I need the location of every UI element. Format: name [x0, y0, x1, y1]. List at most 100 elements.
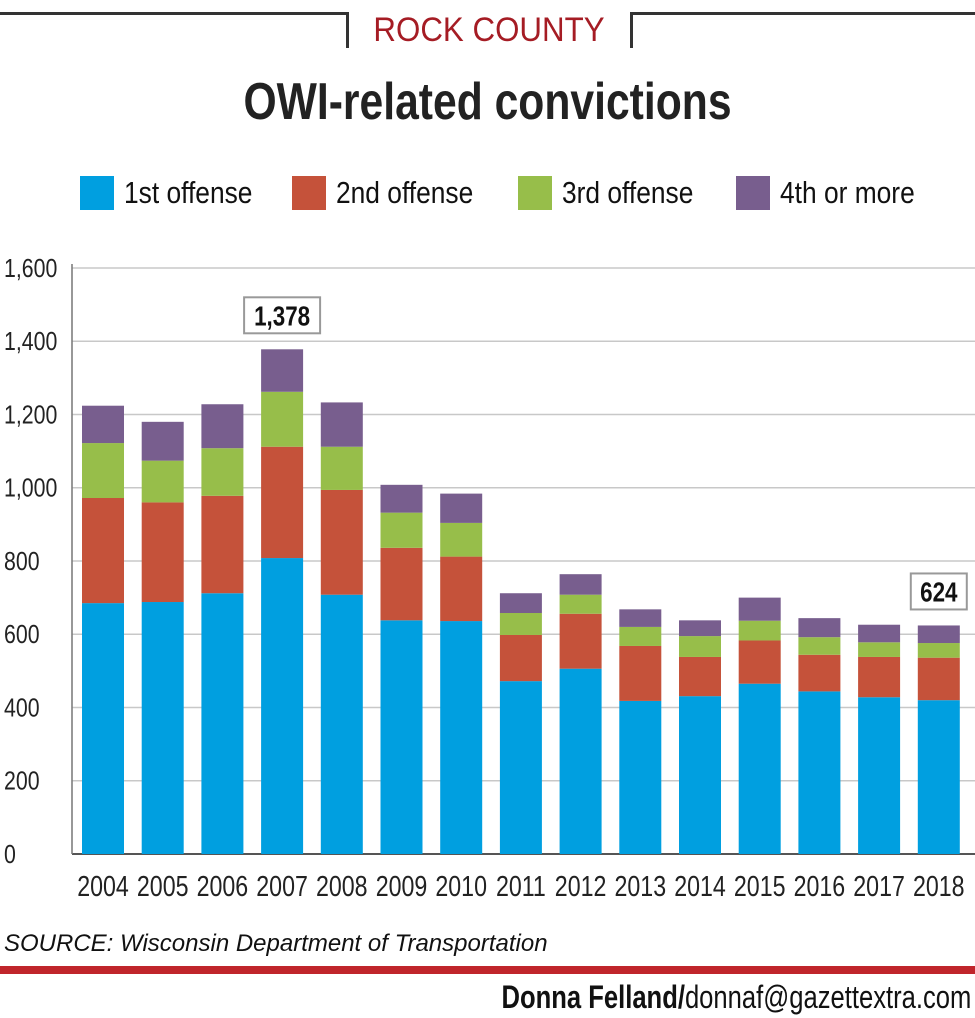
bar-segment [141, 421, 184, 461]
legend-swatch [736, 176, 770, 210]
bar-segment [261, 446, 304, 559]
x-tick-label: 2013 [615, 869, 667, 902]
bar-segment [917, 700, 960, 854]
bar-segment [679, 620, 721, 637]
x-tick-label: 2007 [256, 869, 308, 902]
legend-label: 1st offense [124, 175, 253, 210]
bar-segment [440, 493, 483, 523]
legend-item-4th: 4th or more [736, 168, 939, 218]
y-tick-label: 1,200 [4, 401, 57, 431]
bar-segment [798, 691, 841, 854]
kicker-rule-right [630, 12, 975, 15]
y-tick-label: 1,400 [4, 327, 57, 357]
bar-segment [858, 624, 901, 643]
credit-email: donnaf@gazettextra.com [684, 979, 971, 1015]
bar-segment [798, 618, 841, 638]
bar-segment [261, 349, 304, 392]
bar-segment [679, 656, 721, 697]
x-tick-label: 2011 [496, 869, 546, 902]
credit-name: Donna Felland/ [501, 979, 685, 1015]
x-tick-label: 2016 [794, 869, 846, 902]
bar-segment [380, 484, 423, 513]
bar-segment [380, 547, 423, 621]
bar-segment [82, 603, 124, 854]
bar-segment [858, 697, 901, 854]
bar-segment [917, 657, 960, 701]
bar-segment [559, 613, 602, 669]
annotation-box [243, 296, 322, 335]
bar-segment [141, 602, 184, 854]
legend-label: 2nd offense [336, 175, 474, 210]
x-tick-label: 2005 [137, 869, 189, 902]
bar-segment [499, 593, 542, 614]
bar-segment [679, 696, 721, 854]
bar-segment [679, 636, 721, 657]
bar-segment [320, 446, 363, 490]
annotation-box [909, 572, 968, 611]
x-tick-label: 2017 [853, 869, 905, 902]
y-tick-label: 800 [4, 547, 40, 577]
legend-label: 4th or more [780, 175, 915, 210]
bar-segment [141, 460, 184, 503]
bar-segment [261, 391, 304, 447]
bar-segment [559, 574, 602, 595]
bar-segment [440, 556, 483, 622]
kicker-rule-right-tick [630, 12, 633, 48]
bar-segment [917, 643, 960, 658]
bar-segment [201, 593, 244, 854]
bar-segment [82, 498, 124, 604]
bar-segment [619, 700, 662, 854]
y-tick-label: 600 [4, 620, 40, 650]
bar-segment [201, 495, 244, 594]
bar-segment [320, 489, 363, 595]
x-tick-label: 2018 [913, 869, 965, 902]
bar-segment [440, 621, 483, 854]
bar-segment [82, 443, 124, 499]
bar-segment [738, 640, 781, 684]
credit-line: Donna Felland/donnaf@gazettextra.com [501, 976, 971, 1018]
bar-segment [141, 502, 184, 603]
bar-segment [82, 405, 124, 444]
legend: 1st offense 2nd offense 3rd offense 4th … [0, 168, 975, 218]
kicker-rule: ROCK COUNTY [0, 8, 975, 52]
y-tick-label: 1,000 [4, 474, 57, 504]
bar-segment [559, 668, 602, 854]
source-note: SOURCE: Wisconsin Department of Transpor… [4, 930, 548, 957]
legend-label: 3rd offense [562, 175, 694, 210]
bar-segment [499, 634, 542, 682]
bar-segment [619, 645, 662, 701]
bar-segment [798, 637, 841, 655]
kicker-rule-left-tick [346, 12, 349, 48]
x-tick-label: 2006 [197, 869, 249, 902]
bar-segment [559, 594, 602, 614]
bar-segment [798, 654, 841, 692]
bar-segment [201, 448, 244, 496]
bar-segment [619, 609, 662, 627]
y-tick-label: 1,600 [4, 254, 57, 284]
bar-segment [499, 613, 542, 635]
y-tick-label: 0 [4, 840, 16, 870]
annotation-label: 624 [920, 577, 957, 608]
bar-segment [380, 620, 423, 854]
chart-title: OWI-related convictions [243, 73, 732, 131]
footer-rule [0, 966, 975, 974]
bar-segment [858, 642, 901, 657]
bar-segment [320, 402, 363, 447]
bar-segment [320, 594, 363, 854]
bar-segment [738, 620, 781, 641]
legend-item-2nd: 2nd offense [292, 168, 497, 218]
x-tick-label: 2009 [376, 869, 428, 902]
legend-swatch [80, 176, 114, 210]
bar-segment [738, 683, 781, 854]
bar-segment [858, 656, 901, 698]
bar-segment [440, 522, 483, 557]
x-tick-label: 2014 [674, 869, 726, 902]
kicker: ROCK COUNTY [373, 11, 605, 49]
kicker-rule-left [0, 12, 346, 15]
bar-segment [261, 558, 304, 854]
x-tick-label: 2004 [77, 869, 129, 902]
bar-segment [738, 597, 781, 621]
y-tick-label: 200 [4, 767, 40, 797]
bar-segment [619, 626, 662, 646]
